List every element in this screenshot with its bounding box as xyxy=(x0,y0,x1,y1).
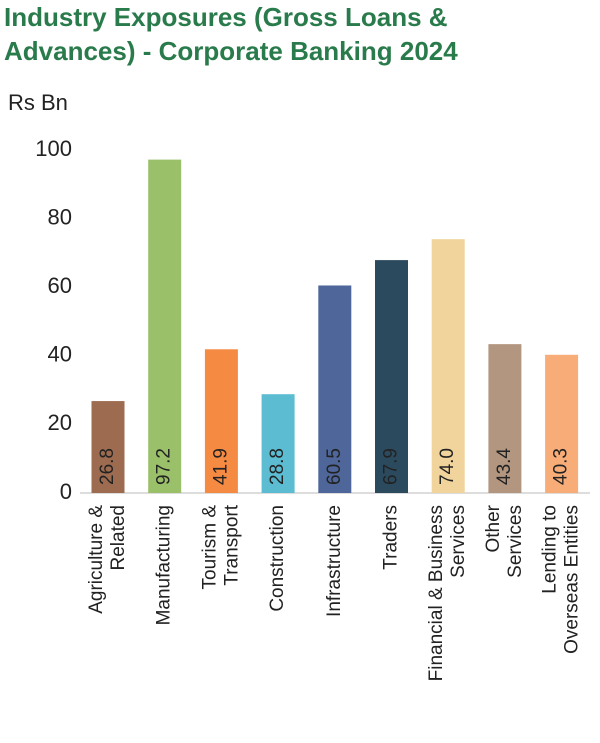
chart-title: Industry Exposures (Gross Loans & xyxy=(4,2,448,32)
x-tick-label: Agriculture & xyxy=(86,505,107,614)
value-label: 97.2 xyxy=(154,448,175,485)
value-label: 43.4 xyxy=(494,448,515,485)
x-tick-label: Infrastructure xyxy=(324,505,345,617)
x-tick-label: Related xyxy=(108,505,129,571)
x-tick-label: Manufacturing xyxy=(154,505,175,625)
x-tick-label: Lending to xyxy=(540,505,561,594)
x-tick-label: Financial & Business xyxy=(426,505,447,681)
x-tick-label: Services xyxy=(505,505,526,578)
bar xyxy=(204,349,238,493)
x-tick-label: Construction xyxy=(267,505,288,612)
bar xyxy=(318,285,352,493)
bar xyxy=(261,394,295,493)
value-label: 40.3 xyxy=(551,448,572,485)
y-tick-label: 40 xyxy=(48,342,72,367)
y-tick-label: 0 xyxy=(60,479,72,504)
x-tick-label: Services xyxy=(448,505,469,578)
y-axis-label: Rs Bn xyxy=(8,90,68,115)
value-label: 60.5 xyxy=(324,448,345,485)
bar xyxy=(431,239,465,493)
y-tick-label: 100 xyxy=(35,136,72,161)
value-label: 74.0 xyxy=(437,448,458,485)
x-tick-label: Transport xyxy=(221,504,242,585)
x-tick-label: Overseas Entities xyxy=(562,505,583,654)
chart-title: Advances) - Corporate Banking 2024 xyxy=(4,36,458,66)
value-label: 26.8 xyxy=(97,448,118,485)
bar xyxy=(545,354,579,493)
x-tick-label: Traders xyxy=(381,505,402,570)
bar xyxy=(375,260,408,493)
value-label: 28.8 xyxy=(267,448,288,485)
value-label: 41.9 xyxy=(210,448,231,485)
x-tick-label: Tourism & xyxy=(199,505,220,590)
bar xyxy=(148,159,182,493)
x-tick-label: Other xyxy=(483,504,504,552)
y-tick-label: 80 xyxy=(48,204,72,229)
y-tick-label: 20 xyxy=(48,410,72,435)
bar xyxy=(91,401,125,493)
bar xyxy=(488,344,522,493)
y-tick-label: 60 xyxy=(48,273,72,298)
value-label: 67.9 xyxy=(381,448,402,485)
